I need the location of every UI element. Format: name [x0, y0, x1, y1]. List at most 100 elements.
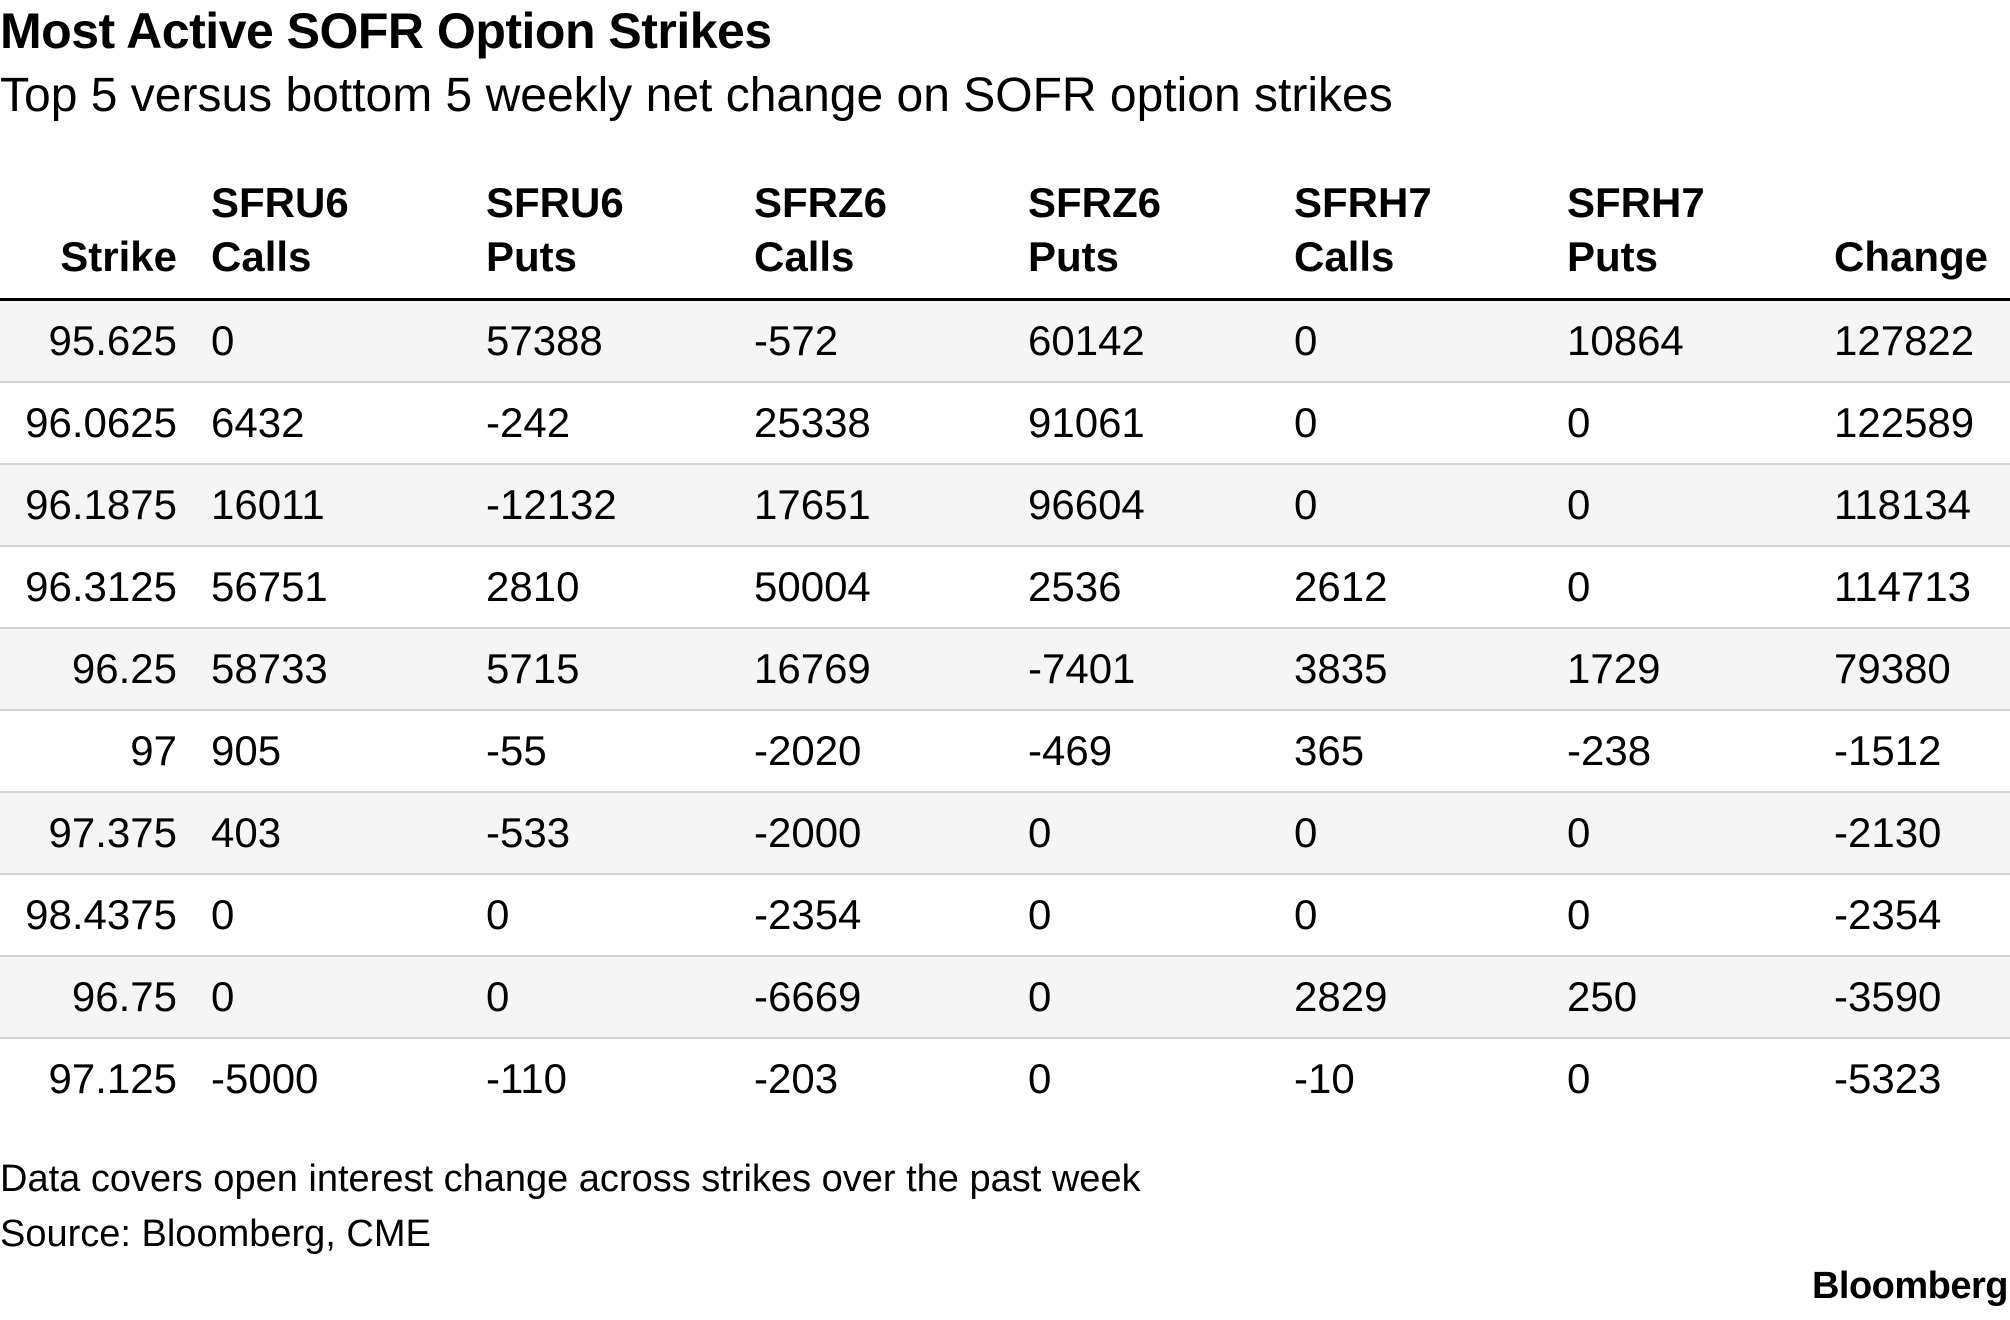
column-header-line1: SFRZ6	[1028, 179, 1162, 226]
table-body: 95.625 0 57388 -572 60142 0 10864 127822 96.0625…	[0, 299, 2010, 1120]
column-header-line2: Calls	[211, 233, 312, 280]
cell-change: -1512	[1834, 710, 2010, 793]
column-header-line2: Puts	[486, 233, 578, 280]
cell-strike: 96.1875	[0, 464, 211, 547]
cell-sfrz6-puts: 0	[1028, 1055, 1052, 1102]
cell-strike: 98.4375	[0, 874, 211, 957]
column-header-sfrz6-puts[interactable]: SFRZ6 Puts	[1028, 172, 1294, 301]
cell-sfrz6-calls: 16769	[754, 628, 1028, 711]
cell-sfru6-puts: -12132	[486, 464, 754, 547]
cell-sfru6-puts: 2810	[486, 546, 754, 629]
cell-sfru6-puts: -110	[486, 1055, 567, 1102]
cell-sfrh7-calls: 0	[1294, 464, 1567, 547]
source-note: Source: Bloomberg, CME	[0, 1213, 431, 1255]
cell-change: 79380	[1834, 628, 2010, 711]
cell-sfrz6-puts: 0	[1028, 956, 1294, 1039]
cell-sfrz6-puts: 91061	[1028, 382, 1294, 465]
cell-sfru6-puts: 0	[486, 874, 754, 957]
cell-sfrh7-puts: 1729	[1567, 628, 1834, 711]
cell-sfrz6-puts: 60142	[1028, 299, 1294, 383]
cell-sfrz6-calls: -6669	[754, 956, 1028, 1039]
cell-change: 118134	[1834, 464, 2010, 547]
cell-sfrz6-calls: -2000	[754, 792, 1028, 875]
column-header-line1: SFRZ6	[754, 179, 888, 226]
table-row: 98.4375 0 0 -2354 0 0 0 -2354	[0, 874, 2010, 957]
cell-sfrz6-calls: 17651	[754, 464, 1028, 547]
cell-sfru6-calls: 403	[211, 792, 486, 875]
column-header-line2: Calls	[754, 233, 855, 280]
bloomberg-logo: Bloomberg	[1811, 1265, 2009, 1307]
footnote: Data covers open interest change across …	[0, 1158, 1141, 1200]
column-header-sfrh7-calls[interactable]: SFRH7 Calls	[1294, 172, 1567, 301]
cell-strike: 97.375	[0, 792, 211, 875]
strikes-table: Strike SFRU6 Calls SFRU6 Puts SFRZ6 Calls S…	[0, 172, 2010, 1119]
column-header-change[interactable]: Change	[1834, 172, 2010, 301]
cell-sfrh7-puts: 0	[1567, 382, 1834, 465]
cell-sfrh7-puts: -238	[1567, 710, 1834, 793]
cell-sfrz6-puts: -7401	[1028, 628, 1294, 711]
chart-subtitle: Top 5 versus bottom 5 weekly net change …	[0, 69, 1393, 122]
table-row: 96.75 0 0 -6669 0 2829 250 -3590	[0, 956, 2010, 1039]
cell-strike: 96.0625	[0, 382, 211, 465]
cell-sfru6-puts: 0	[486, 956, 754, 1039]
column-header-line2: Puts	[1028, 233, 1120, 280]
column-header-sfru6-calls[interactable]: SFRU6 Calls	[211, 172, 486, 301]
column-header-strike[interactable]: Strike	[0, 172, 211, 301]
column-header-line1: SFRU6	[211, 179, 349, 226]
cell-sfru6-calls: 56751	[211, 546, 486, 629]
cell-sfrh7-calls: 2829	[1294, 956, 1567, 1039]
cell-change: 122589	[1834, 382, 2010, 465]
column-header-line1: SFRU6	[486, 179, 624, 226]
cell-change: -5323	[1834, 1055, 1942, 1102]
cell-sfrz6-calls: -2020	[754, 710, 1028, 793]
cell-sfrh7-puts: 0	[1567, 464, 1834, 547]
cell-sfru6-puts: 5715	[486, 628, 754, 711]
cell-sfrh7-puts: 0	[1567, 1055, 1591, 1102]
column-header-line1: SFRH7	[1294, 179, 1432, 226]
cell-sfrh7-calls: -10	[1294, 1055, 1355, 1102]
cell-sfrh7-calls: 0	[1294, 382, 1567, 465]
column-header-line2: Calls	[1294, 233, 1395, 280]
cell-sfrz6-puts: 0	[1028, 874, 1294, 957]
cell-sfrh7-puts: 250	[1567, 956, 1834, 1039]
cell-strike: 96.3125	[0, 546, 211, 629]
cell-sfru6-puts: -55	[486, 710, 754, 793]
table-row: 96.3125 56751 2810 50004 2536 2612 0 114713	[0, 546, 2010, 629]
cell-sfrh7-puts: 0	[1567, 546, 1834, 629]
cell-sfrh7-puts: 0	[1567, 792, 1834, 875]
cell-change: -2354	[1834, 874, 2010, 957]
table-row: 96.25 58733 5715 16769 -7401 3835 1729 79380	[0, 628, 2010, 711]
cell-sfru6-calls: 905	[211, 710, 486, 793]
column-header-sfrh7-puts[interactable]: SFRH7 Puts	[1567, 172, 1834, 301]
table-row: 97 905 -55 -2020 -469 365 -238 -1512	[0, 710, 2010, 793]
cell-strike: 97	[0, 710, 211, 793]
cell-sfrz6-calls: 25338	[754, 382, 1028, 465]
cell-sfru6-puts: -533	[486, 792, 754, 875]
cell-sfrh7-puts: 10864	[1567, 299, 1834, 383]
cell-sfru6-calls: 0	[211, 874, 486, 957]
cell-sfrh7-calls: 3835	[1294, 628, 1567, 711]
cell-strike: 96.75	[0, 956, 211, 1039]
column-header-sfrz6-calls[interactable]: SFRZ6 Calls	[754, 172, 1028, 301]
cell-sfrz6-calls: -572	[754, 299, 1028, 383]
cell-sfru6-puts: -242	[486, 382, 754, 465]
cell-sfru6-calls: 58733	[211, 628, 486, 711]
table-row: 96.0625 6432 -242 25338 91061 0 0 122589	[0, 382, 2010, 465]
column-header-line2: Puts	[1567, 233, 1659, 280]
cell-sfrz6-puts: 0	[1028, 792, 1294, 875]
cell-sfrh7-calls: 365	[1294, 710, 1567, 793]
cell-sfrh7-puts: 0	[1567, 874, 1834, 957]
cell-sfru6-calls: -5000	[211, 1055, 319, 1102]
cell-sfrz6-calls: -2354	[754, 874, 1028, 957]
cell-sfru6-puts: 57388	[486, 299, 754, 383]
cell-strike: 96.25	[0, 628, 211, 711]
table-row: 95.625 0 57388 -572 60142 0 10864 127822	[0, 299, 2010, 383]
cell-change: 127822	[1834, 299, 2010, 383]
cell-sfru6-calls: 16011	[211, 464, 486, 547]
column-header-line2: Strike	[60, 233, 177, 280]
cell-strike: 97.125	[48, 1055, 177, 1102]
table-row: 96.1875 16011 -12132 17651 96604 0 0 118134	[0, 464, 2010, 547]
cell-sfrz6-calls: -203	[754, 1055, 839, 1102]
column-header-line2: Change	[1834, 233, 1989, 280]
column-header-sfru6-puts[interactable]: SFRU6 Puts	[486, 172, 754, 301]
